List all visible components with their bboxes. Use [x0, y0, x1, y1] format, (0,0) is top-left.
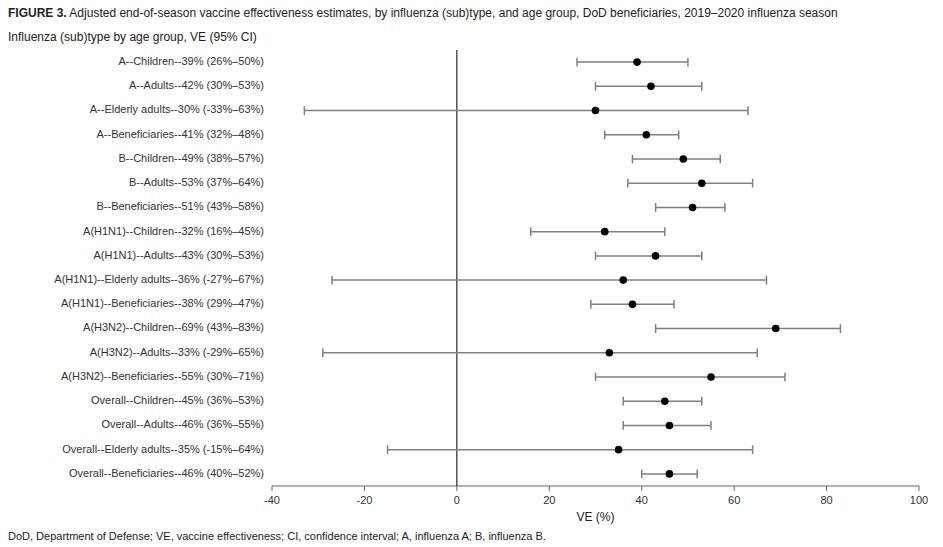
point-estimate [680, 155, 688, 163]
x-tick [272, 486, 273, 491]
confidence-interval [577, 58, 688, 67]
x-tick [456, 486, 457, 491]
y-axis: A--Children--39% (26%–50%) A--Adults--42%… [54, 55, 264, 479]
point-estimate [592, 107, 600, 115]
x-tick-label: 100 [910, 494, 928, 506]
point-estimate [707, 373, 715, 381]
point-estimate [666, 470, 674, 478]
y-tick-label: A(H3N2)--Children--69% (43%–83%) [83, 321, 264, 333]
confidence-interval [304, 106, 748, 115]
confidence-interval [642, 470, 697, 479]
y-tick-label: Overall--Elderly adults--35% (-15%–64%) [62, 443, 264, 455]
y-tick-label: B--Children--49% (38%–57%) [118, 152, 264, 164]
confidence-interval [388, 445, 753, 454]
x-tick-label: 40 [636, 494, 648, 506]
point-estimate [629, 301, 637, 309]
x-tick [641, 486, 642, 491]
point-estimate [689, 204, 697, 212]
y-tick-label: Overall--Beneficiaries--46% (40%–52%) [69, 467, 264, 479]
confidence-interval [656, 203, 725, 212]
footnote: DoD, Department of Defense; VE, vaccine … [8, 530, 935, 542]
confidence-interval [632, 155, 720, 164]
y-tick-label: A(H3N2)--Beneficiaries--55% (30%–71%) [61, 370, 264, 382]
y-tick-label: A(H3N2)--Adults--33% (-29%–65%) [90, 346, 264, 358]
y-tick-label: A(H1N1)--Beneficiaries--38% (29%–47%) [61, 297, 264, 309]
point-estimate [772, 325, 780, 333]
plot-area [304, 50, 840, 486]
confidence-interval [591, 300, 674, 309]
x-axis: -40 -20 0 20 40 60 80 100 VE (%) [264, 486, 928, 524]
x-tick-label: 60 [728, 494, 740, 506]
y-tick-label: A(H1N1)--Children--32% (16%–45%) [83, 225, 264, 237]
confidence-interval [623, 397, 702, 406]
confidence-interval [596, 82, 702, 91]
confidence-interval [531, 227, 665, 236]
header-label: Influenza (sub)type by age group, VE (95… [8, 30, 257, 44]
subtitle: Adjusted end-of-season vaccine effective… [69, 6, 837, 20]
chart: -40 -20 0 20 40 60 80 100 VE (%) A--Children--39%… [0, 46, 943, 526]
point-estimate [643, 131, 651, 139]
x-axis-line [272, 486, 919, 487]
x-axis-label: VE (%) [576, 510, 614, 524]
y-tick-label: A(H1N1)--Adults--43% (30%–53%) [93, 249, 264, 261]
x-tick-label: 0 [454, 494, 460, 506]
y-tick-label: Overall--Children--45% (36%–53%) [91, 394, 264, 406]
y-tick-label: A--Adults--42% (30%–53%) [129, 79, 264, 91]
confidence-interval [596, 373, 785, 382]
x-tick-label: 20 [543, 494, 555, 506]
x-tick [826, 486, 827, 491]
point-estimate [666, 422, 674, 430]
confidence-interval [628, 179, 753, 188]
confidence-interval [323, 348, 757, 357]
title-block: FIGURE 3. Adjusted end-of-season vaccine… [8, 6, 935, 22]
point-estimate [698, 179, 706, 187]
x-tick-label: -20 [356, 494, 372, 506]
point-estimate [601, 228, 609, 236]
point-estimate [615, 446, 623, 454]
point-estimate [661, 397, 669, 405]
point-estimate [652, 252, 660, 260]
confidence-interval [332, 276, 766, 285]
y-tick-label: A--Children--39% (26%–50%) [118, 55, 264, 67]
x-tick [364, 486, 365, 491]
x-tick [734, 486, 735, 491]
confidence-interval [596, 252, 702, 261]
x-tick-label: 80 [820, 494, 832, 506]
x-tick [549, 486, 550, 491]
point-estimate [606, 349, 614, 357]
x-tick-label: -40 [264, 494, 280, 506]
y-tick-label: A--Elderly adults--30% (-33%–63%) [90, 103, 264, 115]
confidence-interval [605, 130, 679, 139]
y-tick-label: B--Beneficiaries--51% (43%–58%) [96, 200, 264, 212]
x-tick [919, 486, 920, 491]
y-tick-label: Overall--Adults--46% (36%–55%) [101, 418, 264, 430]
point-estimate [633, 58, 641, 66]
title: FIGURE 3. [8, 6, 67, 20]
point-estimate [647, 83, 655, 91]
point-estimate [619, 276, 627, 284]
y-tick-label: B--Adults--53% (37%–64%) [129, 176, 264, 188]
y-tick-label: A(H1N1)--Elderly adults--36% (-27%–67%) [54, 273, 264, 285]
y-tick-label: A--Beneficiaries--41% (32%–48%) [96, 128, 264, 140]
confidence-interval [623, 421, 711, 430]
confidence-interval [656, 324, 841, 333]
reference-line [456, 50, 457, 486]
